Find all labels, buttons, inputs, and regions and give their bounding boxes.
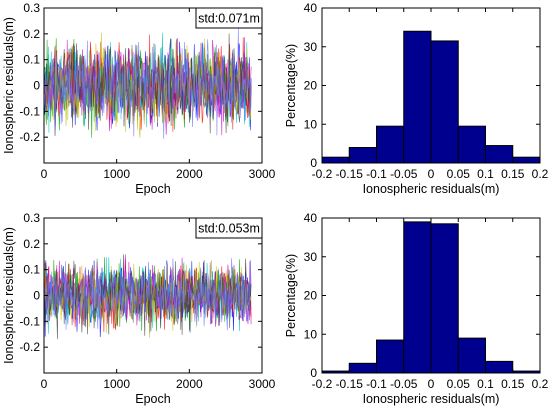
y-tick-label: -0.2	[19, 130, 40, 144]
x-tick-label: 0.15	[501, 377, 525, 391]
y-axis-label: Ionospheric residuals(m)	[2, 227, 16, 364]
y-tick-label: 0	[310, 366, 317, 380]
x-tick-label: 0	[428, 167, 435, 181]
x-tick-label: 0.2	[532, 377, 549, 391]
x-tick-label: 0	[41, 167, 48, 181]
y-tick-label: 0	[33, 289, 40, 303]
histogram-bar-4	[403, 30, 432, 164]
y-tick-label: 0.3	[23, 211, 40, 225]
y-tick-label: 0.1	[23, 263, 40, 277]
std-annotation: std:0.071m	[198, 12, 260, 26]
y-tick-label: 0.2	[23, 27, 40, 41]
y-tick-label: 0	[33, 79, 40, 93]
y-tick-label: 20	[304, 289, 318, 303]
x-tick-label: 0	[428, 377, 435, 391]
histogram-bar-6	[457, 337, 486, 374]
x-tick-label: 2000	[176, 377, 203, 391]
x-tick-label: -0.2	[312, 167, 333, 181]
x-tick-label: 0.05	[447, 377, 471, 391]
x-axis-label: Ionospheric residuals(m)	[363, 392, 500, 406]
y-tick-label: 30	[304, 250, 318, 264]
y-axis-label: Percentage(%)	[284, 254, 298, 337]
histogram-bar-2	[348, 362, 377, 374]
y-tick-label: 40	[304, 1, 318, 15]
histogram-bar-4	[403, 221, 432, 374]
series-group	[44, 254, 252, 340]
y-tick-label: 0	[310, 156, 317, 170]
histogram-bar-1	[321, 156, 350, 164]
x-tick-label: -0.2	[312, 377, 333, 391]
y-tick-label: 0.1	[23, 53, 40, 67]
y-axis-label: Percentage(%)	[284, 44, 298, 127]
histogram-bar-8	[512, 156, 541, 164]
histogram-bar-3	[376, 125, 405, 164]
y-axis-label: Ionospheric residuals(m)	[2, 17, 16, 154]
residuals-time-series-panel-3: 0 1000 2000 3000 -0.2 -0.1 0 0.1 0.2 0.3 std:0.053…	[2, 211, 276, 406]
y-tick-label: -0.1	[19, 314, 40, 328]
series-line-8	[44, 28, 252, 139]
y-tick-label: -0.1	[19, 104, 40, 118]
residuals-histogram-panel-2: -0.2 -0.15 -0.1 -0.05 0 0.05 0.1 0.15 0.2 0 10 20 30…	[284, 1, 549, 196]
x-tick-label: 0	[41, 377, 48, 391]
x-tick-label: 0.1	[477, 167, 494, 181]
x-tick-label: -0.1	[366, 377, 387, 391]
series-group	[44, 28, 252, 139]
residuals-time-series-panel-1: 0 1000 2000 3000 -0.2 -0.1 0 0.1 0.2 0.3 std:0.071…	[2, 1, 276, 196]
x-tick-label: 0.15	[501, 167, 525, 181]
x-axis-label: Epoch	[135, 182, 170, 196]
series-line-6	[44, 259, 252, 339]
y-tick-label: 0.2	[23, 237, 40, 251]
y-tick-label: 0.3	[23, 1, 40, 15]
std-annotation: std:0.053m	[198, 222, 260, 236]
x-tick-label: 1000	[103, 167, 130, 181]
histogram-bar-5	[430, 223, 459, 374]
x-tick-label: -0.15	[336, 167, 364, 181]
std-annotation-box	[195, 217, 263, 239]
x-tick-label: -0.05	[390, 377, 418, 391]
histogram-bar-2	[348, 147, 377, 164]
x-axis-label: Ionospheric residuals(m)	[363, 182, 500, 196]
histogram-bar-6	[457, 125, 486, 164]
y-tick-label: 30	[304, 40, 318, 54]
y-tick-label: 10	[304, 327, 318, 341]
x-tick-label: 2000	[176, 167, 203, 181]
std-annotation-box	[195, 7, 263, 29]
histogram-bar-3	[376, 339, 405, 374]
x-tick-label: 3000	[249, 377, 276, 391]
x-tick-label: 1000	[103, 377, 130, 391]
y-tick-label: -0.2	[19, 340, 40, 354]
histogram-bar-5	[430, 40, 459, 164]
series-line-8	[44, 258, 252, 331]
residuals-histogram-panel-4: -0.2 -0.15 -0.1 -0.05 0 0.05 0.1 0.15 0.2 0 10 20 30…	[284, 211, 549, 406]
y-tick-label: 10	[304, 117, 318, 131]
y-tick-label: 40	[304, 211, 318, 225]
x-tick-label: 0.2	[532, 167, 549, 181]
x-tick-label: 0.05	[447, 167, 471, 181]
x-axis-label: Epoch	[135, 392, 170, 406]
histogram-bar-7	[485, 360, 514, 374]
x-tick-label: 3000	[249, 167, 276, 181]
histogram-bar-7	[485, 145, 514, 164]
x-tick-label: -0.15	[336, 377, 364, 391]
x-tick-label: -0.05	[390, 167, 418, 181]
y-tick-label: 20	[304, 79, 318, 93]
x-tick-label: 0.1	[477, 377, 494, 391]
x-tick-label: -0.1	[366, 167, 387, 181]
